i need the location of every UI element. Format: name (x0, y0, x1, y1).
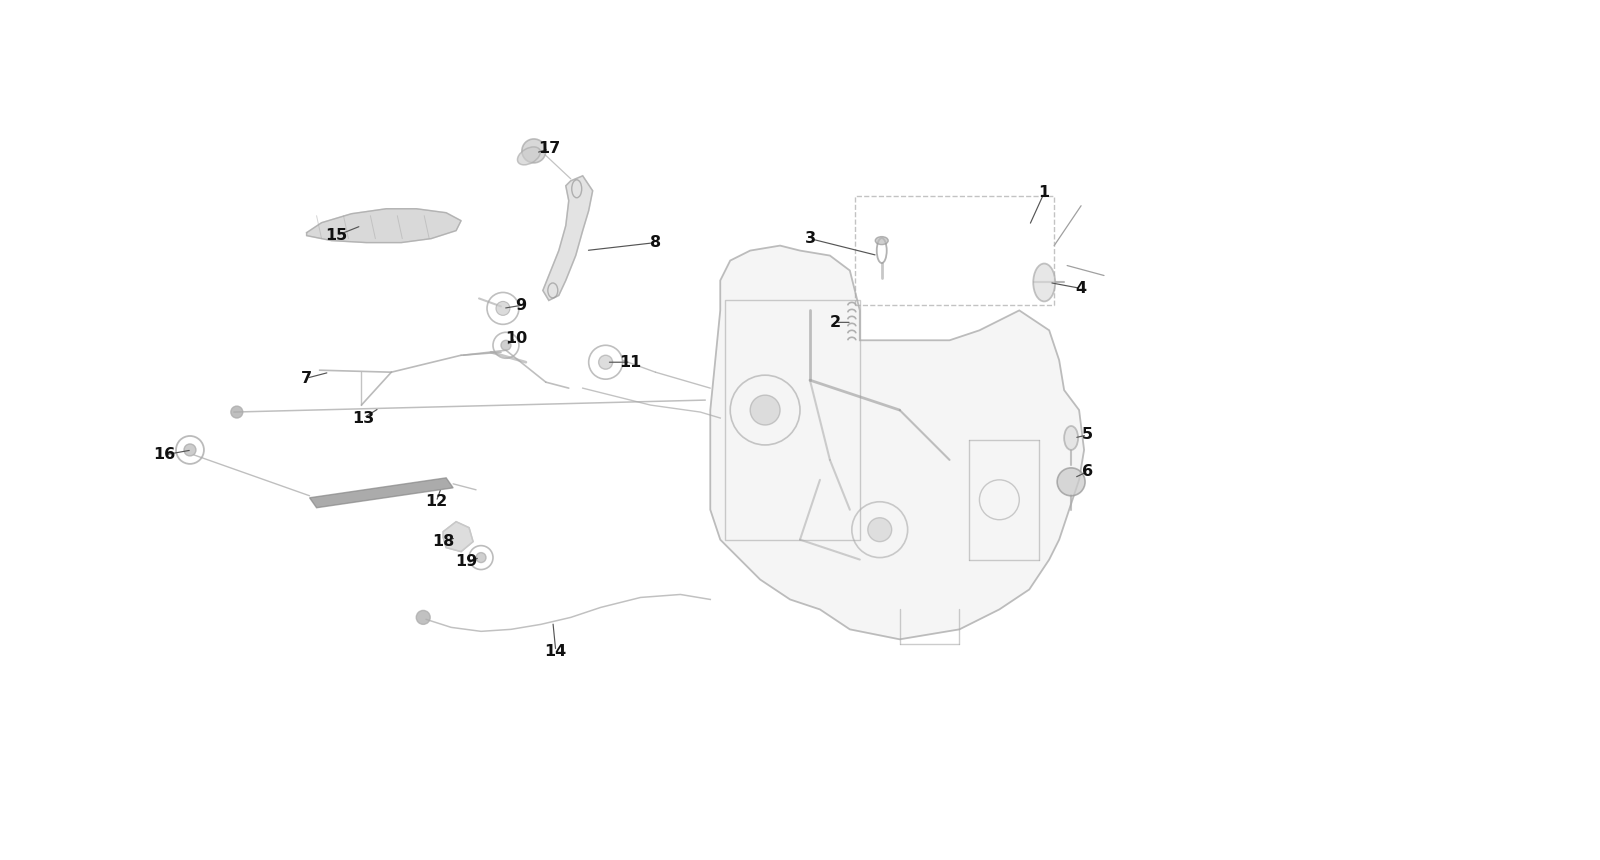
Text: 6: 6 (1082, 464, 1093, 479)
Bar (854, 196, 1054, 305)
Polygon shape (443, 522, 474, 551)
Text: 8: 8 (650, 235, 661, 250)
Circle shape (184, 444, 195, 456)
Text: 12: 12 (426, 494, 448, 509)
Circle shape (477, 553, 486, 562)
Ellipse shape (1064, 426, 1078, 450)
Text: 9: 9 (515, 298, 526, 313)
Ellipse shape (1034, 263, 1054, 301)
Circle shape (522, 139, 546, 163)
Polygon shape (309, 478, 453, 507)
Polygon shape (710, 246, 1085, 639)
Text: 5: 5 (1082, 427, 1093, 443)
Text: 16: 16 (154, 447, 174, 463)
Circle shape (501, 341, 510, 350)
Circle shape (230, 406, 243, 418)
Text: 17: 17 (538, 141, 560, 157)
Text: 7: 7 (301, 371, 312, 385)
Text: 2: 2 (829, 315, 840, 330)
Text: 18: 18 (432, 534, 454, 550)
Text: 1: 1 (1038, 185, 1050, 200)
Polygon shape (307, 209, 461, 243)
Text: 13: 13 (352, 410, 374, 426)
Text: 14: 14 (544, 644, 566, 659)
Text: 15: 15 (325, 228, 347, 243)
Ellipse shape (875, 237, 888, 244)
Circle shape (750, 395, 781, 425)
Text: 4: 4 (1075, 281, 1086, 296)
Text: 3: 3 (805, 231, 816, 246)
Ellipse shape (517, 147, 541, 165)
Text: 19: 19 (454, 554, 477, 569)
Circle shape (1058, 468, 1085, 495)
Text: 11: 11 (619, 354, 642, 370)
Polygon shape (542, 175, 592, 300)
Circle shape (416, 611, 430, 624)
Circle shape (598, 355, 613, 369)
Text: 10: 10 (504, 331, 526, 346)
Circle shape (496, 301, 510, 316)
Circle shape (867, 518, 891, 542)
